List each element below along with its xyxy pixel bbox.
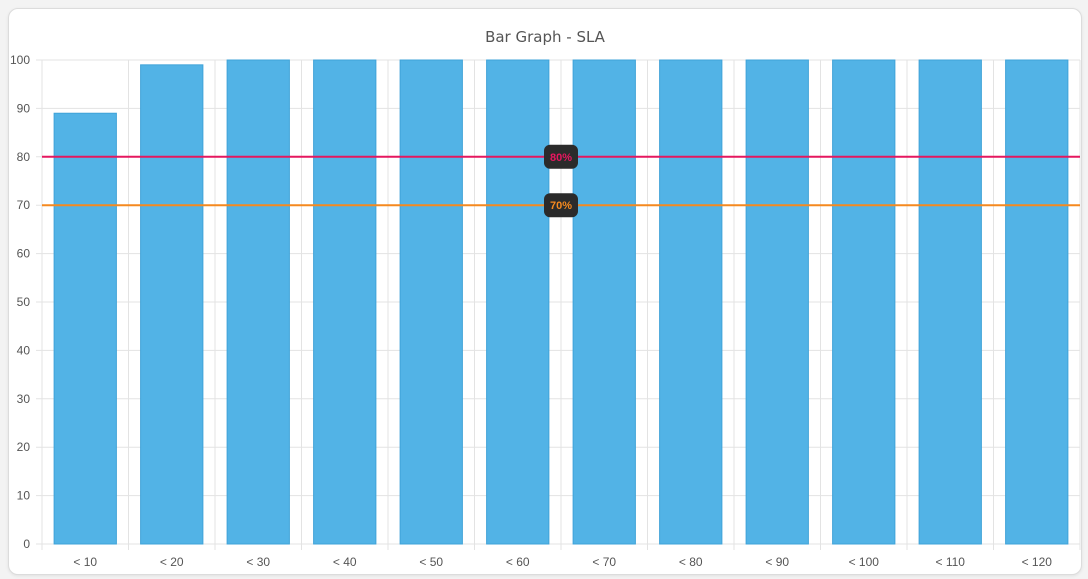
x-tick-label: < 90 <box>765 555 789 569</box>
x-tick-label: < 50 <box>419 555 443 569</box>
threshold-label: 70% <box>550 200 572 212</box>
x-tick-label: < 80 <box>679 555 703 569</box>
chart-title: Bar Graph - SLA <box>485 28 605 46</box>
y-tick-label: 70 <box>17 198 31 212</box>
y-tick-label: 20 <box>17 440 31 454</box>
bar <box>226 59 290 545</box>
x-tick-label: < 60 <box>506 555 530 569</box>
threshold-badge <box>544 144 578 169</box>
x-tick-label: < 70 <box>592 555 616 569</box>
bar <box>918 59 982 545</box>
x-tick-label: < 10 <box>73 555 97 569</box>
bar <box>140 64 204 545</box>
threshold-badge <box>544 193 578 218</box>
bar <box>745 59 809 545</box>
x-tick-label: < 20 <box>160 555 184 569</box>
threshold-label: 80% <box>550 152 572 164</box>
y-tick-label: 40 <box>17 343 31 357</box>
y-tick-label: 80 <box>17 150 31 164</box>
x-tick-label: < 30 <box>246 555 270 569</box>
bar <box>572 59 636 545</box>
y-tick-label: 60 <box>17 247 31 261</box>
bar <box>399 59 463 545</box>
x-tick-label: < 120 <box>1022 555 1053 569</box>
y-tick-label: 0 <box>23 537 30 551</box>
x-tick-label: < 40 <box>333 555 357 569</box>
bar <box>832 59 896 545</box>
x-tick-label: < 110 <box>936 555 966 569</box>
y-tick-label: 30 <box>17 392 31 406</box>
y-tick-label: 100 <box>10 53 30 67</box>
bar <box>659 59 723 545</box>
bar <box>486 59 550 545</box>
y-tick-label: 90 <box>17 101 31 115</box>
bar <box>313 59 377 545</box>
x-tick-label: < 100 <box>849 555 880 569</box>
bar <box>53 112 117 545</box>
y-tick-label: 50 <box>17 295 31 309</box>
y-tick-label: 10 <box>17 489 31 503</box>
bar <box>1005 59 1069 545</box>
